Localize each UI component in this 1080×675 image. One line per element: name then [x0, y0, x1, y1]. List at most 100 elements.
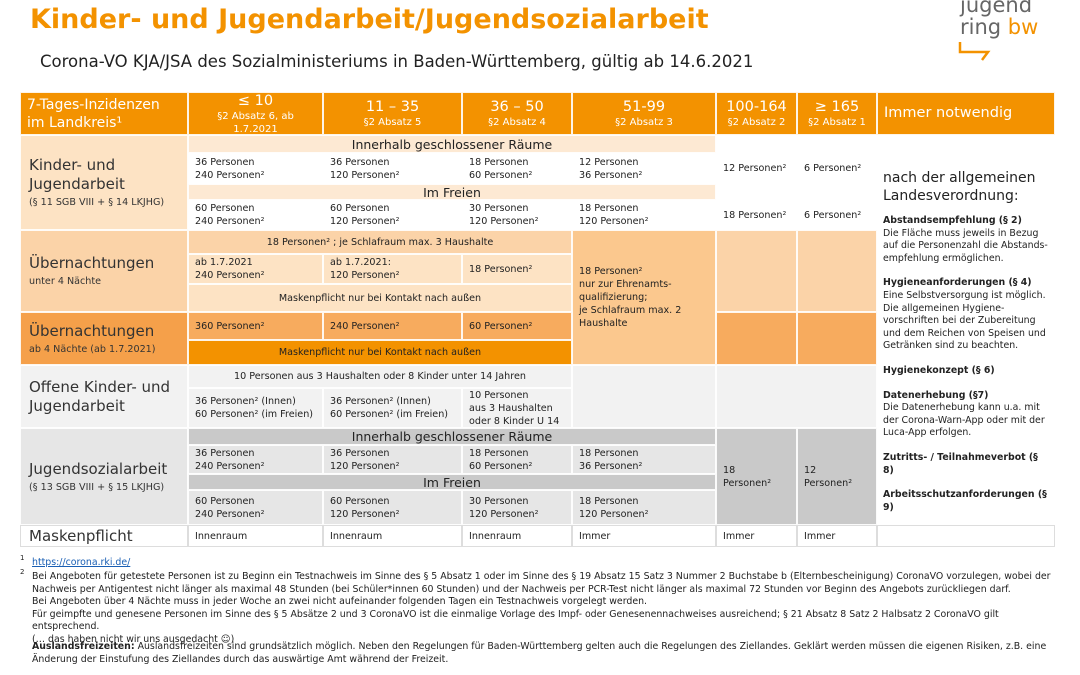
section-label: Maskenpflicht: [20, 525, 188, 547]
table-cell: 36 Personen 120 Personen²: [323, 445, 462, 474]
row-label: Jugendsozialarbeit: [29, 459, 168, 478]
band-cell: Im Freien: [188, 184, 716, 200]
span-cell: Maskenpflicht nur bei Kontakt nach außen: [188, 340, 572, 365]
table-cell: 18 Personen²: [716, 200, 797, 230]
table-cell: 18 Personen²: [462, 254, 572, 284]
table-cell: 6 Personen²: [797, 153, 877, 184]
table-cell: 18 Personen 120 Personen²: [572, 490, 716, 525]
table-cell: 30 Personen 120 Personen²: [462, 490, 572, 525]
table-cell: Innenraum: [462, 525, 572, 547]
logo-word: ring: [960, 15, 1002, 39]
general-item-title: Abstandsempfehlung (§ 2): [883, 215, 1022, 226]
row-sublabel: (§ 11 SGB VIII + § 14 LKJHG): [29, 197, 165, 208]
logo: jugend ring bw: [958, 0, 1058, 68]
table-cell: ab 1.7.2021: 120 Personen²: [323, 254, 462, 284]
empty-cell: [797, 230, 877, 312]
row-sublabel: (§ 13 SGB VIII + § 15 LKJHG): [29, 481, 165, 493]
table-cell: 18 Personen 36 Personen²: [572, 445, 716, 474]
general-rules: nach der allgemeinen Landesverordnung: Ab…: [877, 135, 1055, 525]
table-cell: 18 Personen 120 Personen²: [572, 200, 716, 230]
legal-rule: §2 Absatz 6, ab 1.7.2021: [217, 110, 294, 135]
section-label: Übernachtungen unter 4 Nächte: [20, 230, 188, 312]
row-label: Übernachtungen: [29, 321, 155, 340]
span-cell: 10 Personen aus 3 Haushalten oder 8 Kind…: [188, 365, 572, 388]
table-cell: 18 Personen 60 Personen²: [462, 153, 572, 184]
table-cell: 18 Personen² nur zur Ehrenamts- qualifiz…: [572, 230, 716, 365]
table-cell: Immer: [716, 525, 797, 547]
legal-rule: §2 Absatz 1: [808, 117, 866, 128]
table-cell: Innenraum: [323, 525, 462, 547]
empty-cell: [716, 135, 877, 153]
empty-cell: [877, 525, 1055, 547]
header-cell: 7-Tages-Inzidenzen im Landkreis¹: [20, 92, 188, 135]
logo-word: bw: [1007, 15, 1039, 39]
footnote-text[interactable]: https://corona.rki.de/: [32, 557, 131, 568]
footnote-mark: 2: [20, 568, 25, 576]
legal-rule: §2 Absatz 5: [363, 117, 422, 128]
table-cell: 36 Personen 240 Personen²: [188, 153, 323, 184]
incidence-range: 51-99: [622, 99, 666, 115]
logo-word-line: ring bw: [958, 16, 1058, 38]
general-item: Zutritts- / Teilnahmeverbot (§ 8): [877, 452, 1055, 477]
header-cell: 11 – 35 §2 Absatz 5: [323, 92, 462, 135]
table-cell: 360 Personen²: [188, 312, 323, 340]
general-item-title: Datenerhebung (§7): [883, 389, 989, 401]
table-cell: 18 Personen²: [716, 428, 797, 525]
row-sublabel: unter 4 Nächte: [29, 276, 102, 287]
table-cell: 60 Personen 120 Personen²: [323, 200, 462, 230]
table-cell: 36 Personen² (Innen) 60 Personen² (im Fr…: [323, 388, 462, 428]
section-label: Kinder- und Jugendarbeit (§ 11 SGB VIII +…: [20, 135, 188, 230]
header-cell: ≥ 165 §2 Absatz 1: [797, 92, 877, 135]
abroad-note: Auslandsfreizeiten: Auslandsfreizeiten s…: [32, 641, 1062, 666]
abroad-text: Auslandsfreizeiten sind grundsätzlich mö…: [32, 641, 1047, 665]
footnote-text: Bei Angeboten für getestete Personen ist…: [32, 571, 1051, 645]
table-cell: 240 Personen²: [323, 312, 462, 340]
general-item-text: Eine Selbstversorgung ist möglich. Die a…: [883, 289, 1046, 352]
legal-rule: §2 Absatz 4: [488, 117, 546, 128]
row-label: Übernachtungen: [29, 254, 155, 272]
legal-rule: §2 Absatz 3: [615, 117, 673, 128]
incidence-range: ≤ 10: [237, 92, 274, 109]
header-cell: 36 – 50 §2 Absatz 4: [462, 92, 572, 135]
table: 7-Tages-Inzidenzen im Landkreis¹ ≤ 10 §2 A…: [20, 92, 1055, 547]
table-cell: 6 Personen²: [797, 200, 877, 230]
band-cell: Im Freien: [188, 474, 716, 490]
table-cell: 60 Personen 120 Personen²: [323, 490, 462, 525]
row-label: Kinder- und Jugendarbeit: [29, 156, 125, 193]
table-cell: Immer: [797, 525, 877, 547]
footnote-mark: 1: [20, 554, 25, 562]
header-cell: 100-164 §2 Absatz 2: [716, 92, 797, 135]
logo-bracket: [958, 42, 991, 61]
general-item-title: Zutritts- / Teilnahmeverbot (§ 8): [883, 451, 1038, 476]
general-item-title: Hygieneanforderungen (§ 4): [883, 277, 1032, 289]
incidence-range: 36 – 50: [490, 99, 544, 115]
general-item: Datenerhebung (§7) Die Datenerhebung kann…: [877, 390, 1055, 440]
general-item-title: Arbeitsschutzanforderungen (§ 9): [883, 489, 1047, 513]
empty-cell: [572, 365, 716, 428]
incidence-range: ≥ 165: [814, 99, 860, 115]
title: Kinder- und Jugendarbeit/Jugendsozialarb…: [30, 4, 709, 35]
header-cell: ≤ 10 §2 Absatz 6, ab 1.7.2021: [188, 92, 323, 135]
table-cell: 12 Personen²: [716, 153, 797, 184]
section-label: Übernachtungen ab 4 Nächte (ab 1.7.2021): [20, 312, 188, 365]
band-cell: Innerhalb geschlossener Räume: [188, 428, 716, 445]
header-cell: Immer notwendig: [877, 92, 1055, 135]
table-cell: 60 Personen 240 Personen²: [188, 490, 323, 525]
incidence-range: 100-164: [726, 99, 787, 115]
general-item: Hygieneanforderungen (§ 4) Eine Selbstver…: [877, 277, 1055, 353]
logo-word: jugend: [960, 0, 1033, 17]
general-item-text: Die Fläche muss jeweils in Bezug auf die…: [883, 227, 1048, 264]
empty-cell: [716, 365, 877, 428]
general-item-text: Die Datenerhebung kann u.a. mit der Coro…: [883, 402, 1045, 439]
empty-cell: [716, 230, 797, 312]
table-cell: 10 Personen aus 3 Haushalten oder 8 Kind…: [462, 388, 572, 428]
span-cell: 18 Personen² ; je Schlafraum max. 3 Haus…: [188, 230, 572, 254]
table-cell: 60 Personen 240 Personen²: [188, 200, 323, 230]
section-label: Offene Kinder- und Jugendarbeit: [20, 365, 188, 428]
band-cell: Innerhalb geschlossener Räume: [188, 135, 716, 153]
section-label: Jugendsozialarbeit (§ 13 SGB VIII + § 15 …: [20, 428, 188, 525]
table-cell: 36 Personen 240 Personen²: [188, 445, 323, 474]
table-cell: 18 Personen 60 Personen²: [462, 445, 572, 474]
